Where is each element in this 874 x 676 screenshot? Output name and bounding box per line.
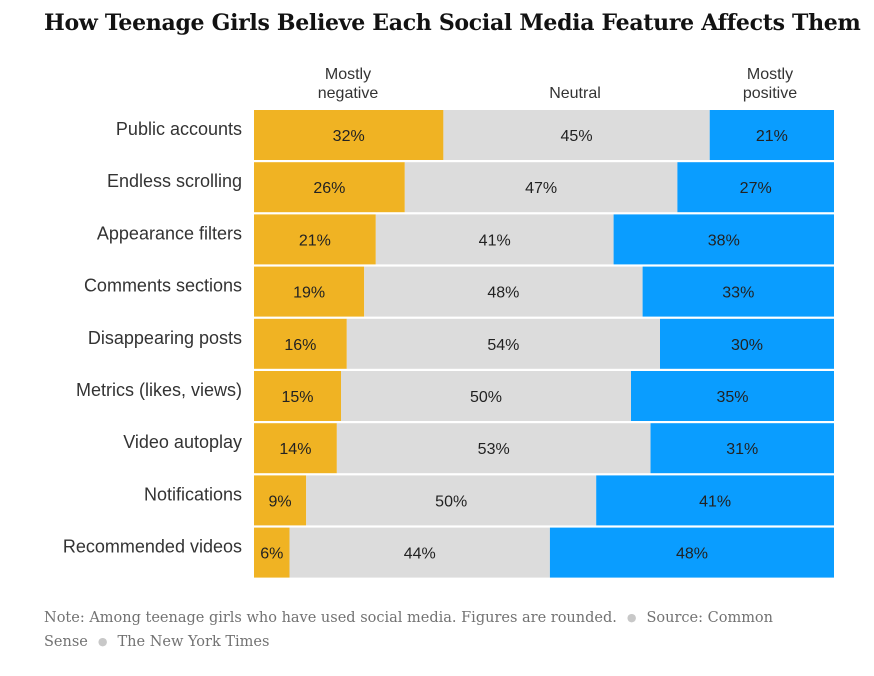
data-label-negative: 15% xyxy=(281,389,313,406)
bar-segment-positive xyxy=(596,475,834,526)
data-label-negative: 32% xyxy=(333,128,365,145)
bar-segment-positive xyxy=(613,214,834,265)
bar-segment-negative xyxy=(254,214,376,265)
bar-segment-neutral xyxy=(336,423,651,474)
bar-segment-neutral xyxy=(443,110,710,160)
category-label: Public accounts xyxy=(116,119,242,139)
data-label-neutral: 47% xyxy=(525,180,557,197)
bar-segment-neutral xyxy=(364,266,643,317)
data-label-neutral: 50% xyxy=(435,493,467,510)
column-header-positive-line1: Mostly xyxy=(746,66,794,83)
category-label: Endless scrolling xyxy=(107,171,242,191)
bar-segment-neutral xyxy=(346,318,660,369)
bar-segment-neutral xyxy=(404,162,678,213)
column-header-negative-line2: negative xyxy=(317,85,379,102)
category-label: Video autoplay xyxy=(123,432,242,452)
data-label-positive: 38% xyxy=(708,232,740,249)
data-label-negative: 19% xyxy=(293,285,325,302)
bar-segment-positive xyxy=(660,318,834,369)
credit-text: The New York Times xyxy=(117,634,270,650)
separator-dot: ● xyxy=(97,635,108,648)
data-label-negative: 9% xyxy=(269,493,292,510)
bar-segment-negative xyxy=(254,475,307,526)
bar-segment-neutral xyxy=(375,214,614,265)
data-label-positive: 48% xyxy=(676,546,708,563)
data-label-positive: 27% xyxy=(740,180,772,197)
note-text: Note: Among teenage girls who have used … xyxy=(44,610,617,626)
bar-segment-negative xyxy=(254,318,347,369)
bar-segment-neutral xyxy=(306,475,597,526)
data-label-neutral: 44% xyxy=(404,546,436,563)
bar-segment-negative xyxy=(254,371,341,421)
column-header-neutral: Neutral xyxy=(549,85,601,102)
bar-segment-positive xyxy=(549,527,834,578)
bar-segment-positive xyxy=(709,110,834,160)
bar-segment-negative xyxy=(254,423,337,474)
category-label: Notifications xyxy=(144,484,242,504)
data-label-neutral: 41% xyxy=(479,232,511,249)
category-label: Metrics (likes, views) xyxy=(76,380,242,400)
bar-segment-negative xyxy=(254,162,405,213)
bar-segment-positive xyxy=(650,423,834,474)
data-label-neutral: 53% xyxy=(478,441,510,458)
bar-segment-positive xyxy=(677,162,834,213)
category-label: Recommended videos xyxy=(63,537,242,557)
bar-segment-neutral xyxy=(341,371,631,421)
data-label-positive: 41% xyxy=(699,493,731,510)
chart-footnote: Note: Among teenage girls who have used … xyxy=(44,606,834,654)
category-label: Comments sections xyxy=(84,276,242,296)
data-label-neutral: 54% xyxy=(487,337,519,354)
column-header-negative: Mostly negative xyxy=(298,65,398,103)
chart-title: How Teenage Girls Believe Each Social Me… xyxy=(44,10,861,36)
category-label: Appearance filters xyxy=(97,223,242,243)
stacked-bar-chart: Public accounts 32% 45% 21% Endless scrollin… xyxy=(63,110,834,578)
bar-segment-positive xyxy=(631,371,834,421)
data-label-negative: 14% xyxy=(279,441,311,458)
bar-segment-neutral xyxy=(289,527,550,578)
data-label-positive: 35% xyxy=(716,389,748,406)
column-header-positive: Mostly positive xyxy=(720,65,820,103)
data-label-negative: 26% xyxy=(313,180,345,197)
data-label-positive: 30% xyxy=(731,337,763,354)
category-label: Disappearing posts xyxy=(88,328,242,348)
bar-segment-negative xyxy=(254,266,365,317)
data-label-neutral: 45% xyxy=(561,128,593,145)
source-text: Source: Common Sense xyxy=(44,610,774,650)
data-label-neutral: 48% xyxy=(487,285,519,302)
data-label-positive: 33% xyxy=(722,285,754,302)
bar-segment-negative xyxy=(254,527,290,578)
data-label-neutral: 50% xyxy=(470,389,502,406)
separator-dot: ● xyxy=(626,611,637,624)
data-label-positive: 31% xyxy=(726,441,758,458)
bar-segment-negative xyxy=(254,110,444,160)
bar-segment-positive xyxy=(642,266,834,317)
data-label-negative: 16% xyxy=(284,337,316,354)
data-label-positive: 21% xyxy=(756,128,788,145)
data-label-negative: 6% xyxy=(260,546,283,563)
column-header-positive-line2: positive xyxy=(742,85,798,102)
column-header-negative-line1: Mostly xyxy=(324,66,372,83)
data-label-negative: 21% xyxy=(299,232,331,249)
